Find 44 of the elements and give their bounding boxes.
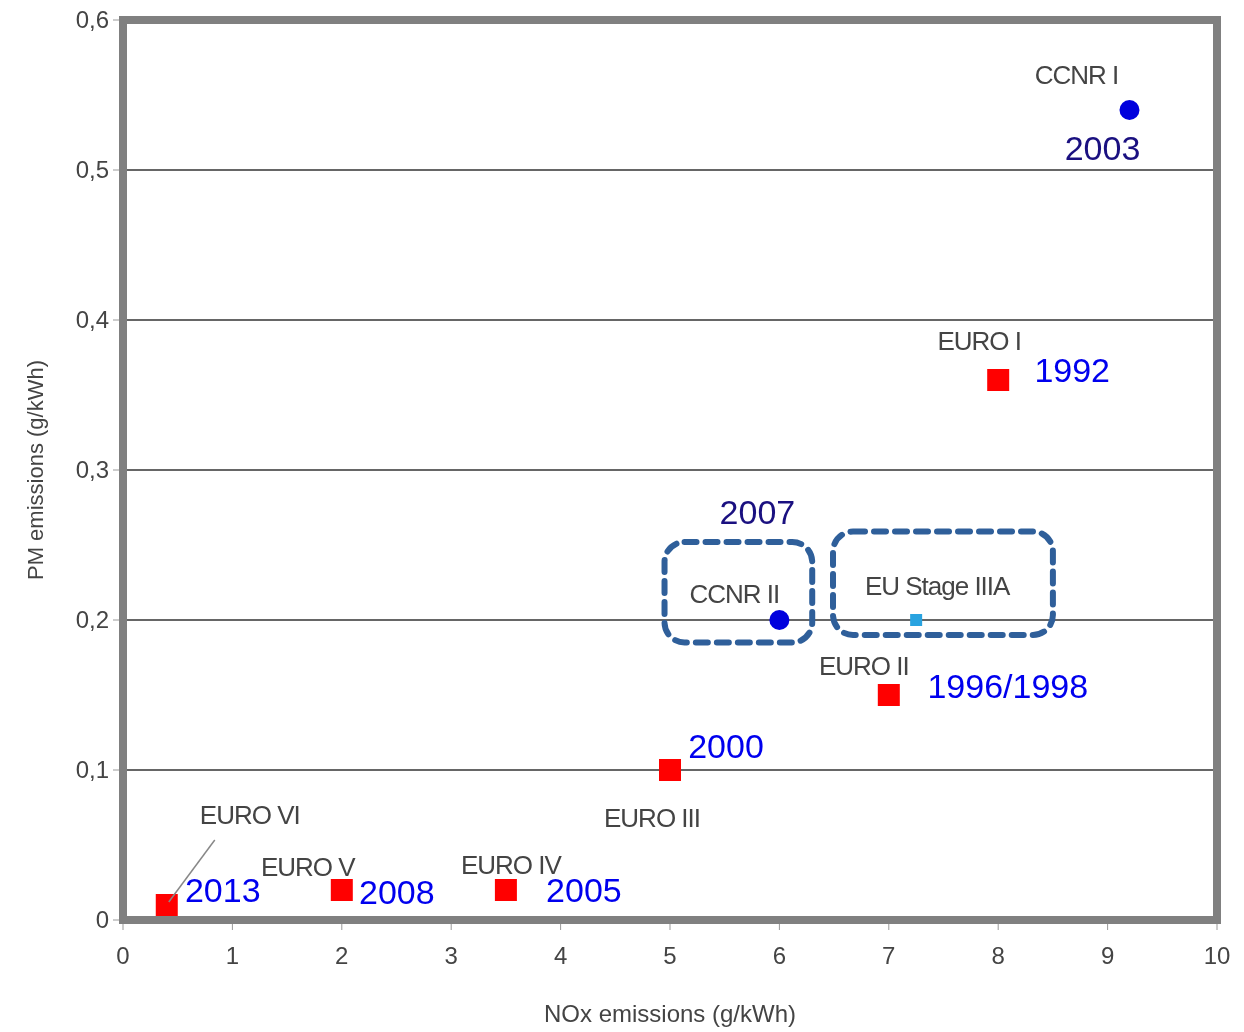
- point: [910, 614, 923, 626]
- x-tick-label: 8: [991, 942, 1005, 969]
- point: [659, 759, 681, 781]
- point: [769, 610, 790, 630]
- point: [877, 684, 900, 706]
- annotation: 2003: [1064, 129, 1141, 167]
- annotation: EU Stage IIIA: [864, 571, 1012, 601]
- x-tick-label: 6: [772, 942, 787, 969]
- point: [1119, 100, 1140, 120]
- annotation: 2013: [184, 871, 261, 909]
- y-tick-label: 0,3: [75, 456, 109, 483]
- annotation: 2007: [719, 493, 796, 531]
- y-tick-label: 0,4: [75, 306, 109, 333]
- annotation: 2008: [358, 873, 435, 911]
- point: [155, 894, 178, 916]
- x-tick-label: 5: [663, 942, 677, 969]
- x-axis-title: NOx emissions (g/kWh): [543, 1000, 797, 1027]
- y-tick-label: 0,5: [75, 156, 109, 183]
- x-tick-label: 9: [1100, 942, 1115, 969]
- annotation: CCNR I: [1034, 60, 1119, 90]
- point: [987, 369, 1010, 391]
- annotation: EURO V: [260, 852, 357, 882]
- annotation: EURO I: [937, 326, 1021, 356]
- annotation: EURO VI: [199, 800, 300, 830]
- annotation: EURO III: [603, 803, 701, 833]
- y-tick-label: 0: [95, 906, 109, 933]
- x-tick-label: 10: [1203, 942, 1231, 969]
- x-tick-label: 7: [882, 942, 896, 969]
- annotation: 1992: [1034, 351, 1111, 389]
- point: [330, 879, 353, 901]
- annotation: 1996/1998: [927, 667, 1089, 705]
- x-tick-label: 3: [444, 942, 458, 969]
- annotation: CCNR II: [689, 579, 780, 609]
- y-tick-label: 0,1: [75, 756, 109, 783]
- x-tick-label: 0: [116, 942, 130, 969]
- annotation: 2000: [688, 727, 764, 765]
- annotation: EURO II: [818, 651, 909, 681]
- y-tick-label: 0,2: [75, 606, 109, 633]
- x-tick-label: 4: [553, 942, 568, 969]
- y-tick-label: 0,6: [75, 6, 109, 33]
- x-tick-label: 1: [225, 942, 240, 969]
- y-axis-title: PM emissions (g/kWh): [23, 359, 48, 581]
- x-tick-label: 2: [335, 942, 349, 969]
- point: [494, 879, 517, 901]
